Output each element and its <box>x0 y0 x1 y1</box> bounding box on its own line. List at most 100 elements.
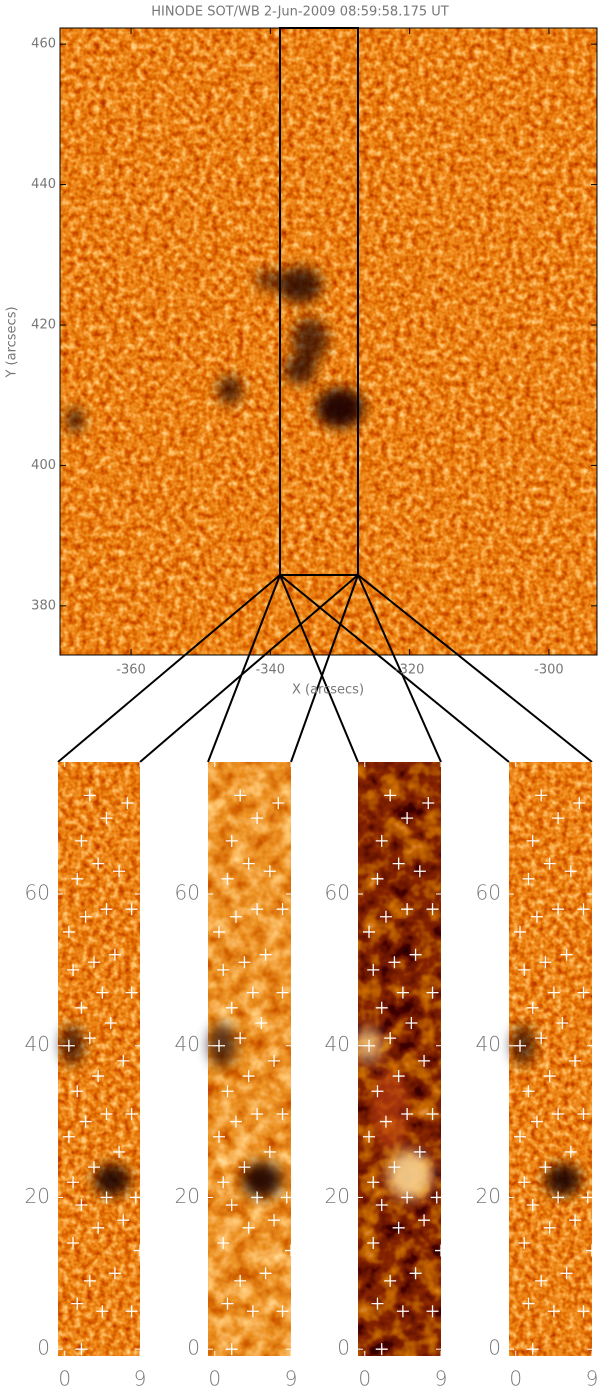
marker-cross <box>263 865 276 878</box>
marker-cross <box>539 956 552 969</box>
marker-cross <box>71 1085 84 1098</box>
marker-cross <box>375 1199 388 1212</box>
marker-cross <box>577 1305 590 1318</box>
marker-cross <box>79 1115 92 1128</box>
panel-bright-features <box>358 1027 432 1199</box>
marker-cross <box>577 1108 590 1120</box>
marker-cross <box>367 1176 380 1189</box>
y-tick-label: 20 <box>325 1184 350 1208</box>
marker-cross <box>418 1054 431 1067</box>
x-tick-label: 9 <box>435 1367 448 1390</box>
marker-cross <box>396 1305 409 1318</box>
marker-cross <box>92 1070 105 1083</box>
marker-cross <box>276 1108 289 1120</box>
marker-cross <box>426 903 439 916</box>
marker-cross <box>96 1305 109 1318</box>
marker-cross <box>108 948 121 961</box>
marker-cross <box>552 1191 565 1204</box>
marker-cross <box>225 1343 238 1356</box>
marker-cross <box>62 1130 75 1143</box>
marker-cross <box>530 1115 543 1128</box>
marker-cross <box>396 986 409 999</box>
marker-cross <box>514 925 527 938</box>
marker-cross <box>581 1191 594 1204</box>
y-tick-label: 0 <box>37 1336 50 1360</box>
marker-cross <box>392 857 405 870</box>
marker-cross <box>577 986 590 999</box>
marker-cross <box>246 986 259 999</box>
marker-cross <box>560 948 573 961</box>
marker-cross <box>539 1161 552 1174</box>
y-tick-label: 0 <box>187 1336 200 1360</box>
selection-box <box>279 27 359 576</box>
marker-cross <box>71 1297 84 1310</box>
marker-cross <box>100 812 113 825</box>
marker-cross <box>225 834 238 847</box>
marker-cross <box>552 903 565 916</box>
marker-cross <box>87 1161 100 1174</box>
marker-cross <box>100 903 113 916</box>
marker-cross <box>83 1032 96 1045</box>
panel-dark-features <box>60 1023 581 1198</box>
y-tick-label: 20 <box>476 1184 501 1208</box>
marker-cross <box>560 1267 573 1280</box>
marker-cross <box>75 1001 88 1014</box>
y-tick-label: 60 <box>25 881 50 905</box>
marker-cross <box>217 1236 230 1249</box>
marker-cross <box>100 1108 113 1120</box>
marker-cross <box>125 1108 138 1120</box>
marker-cross <box>375 834 388 847</box>
marker-cross <box>435 1244 447 1257</box>
marker-cross <box>238 956 251 969</box>
marker-cross <box>514 1039 527 1052</box>
marker-cross <box>530 910 543 923</box>
marker-cross <box>522 1297 535 1310</box>
marker-cross <box>388 1161 401 1174</box>
marker-cross <box>426 986 439 999</box>
marker-cross <box>535 1032 548 1045</box>
marker-cross <box>242 857 255 870</box>
marker-cross <box>392 1070 405 1083</box>
marker-cross <box>75 1199 88 1212</box>
marker-cross <box>92 857 105 870</box>
x-tick-label: -300 <box>534 663 564 678</box>
marker-cross <box>552 812 565 825</box>
marker-cross <box>276 903 289 916</box>
marker-cross <box>272 796 285 809</box>
marker-cross <box>379 910 392 923</box>
marker-cross <box>371 1085 384 1098</box>
y-tick-label: 40 <box>325 1032 350 1056</box>
marker-cross <box>108 1267 121 1280</box>
marker-cross <box>586 1244 598 1257</box>
marker-cross <box>129 1191 142 1204</box>
marker-cross <box>401 1191 414 1204</box>
y-tick-label: 0 <box>488 1336 501 1360</box>
marker-cross <box>526 1001 539 1014</box>
sunspot-features <box>67 267 364 432</box>
connector-lines <box>57 574 593 763</box>
x-tick-label: -360 <box>116 663 146 678</box>
marker-cross <box>543 1221 556 1234</box>
marker-cross <box>518 1176 531 1189</box>
y-tick-label: 440 <box>31 177 56 192</box>
marker-cross <box>371 872 384 885</box>
y-tick-label: 400 <box>31 458 56 473</box>
marker-cross <box>234 789 247 802</box>
marker-cross <box>83 1274 96 1287</box>
marker-cross <box>543 857 556 870</box>
marker-cross <box>113 865 126 878</box>
marker-cross <box>569 1054 582 1067</box>
marker-cross <box>238 1161 251 1174</box>
marker-cross <box>221 1085 234 1098</box>
marker-cross <box>225 1001 238 1014</box>
y-tick-label: 420 <box>31 318 56 333</box>
marker-cross <box>401 1108 414 1120</box>
marker-cross <box>83 789 96 802</box>
marker-cross <box>401 812 414 825</box>
marker-cross <box>384 1274 397 1287</box>
marker-cross <box>422 796 435 809</box>
y-tick-label: 40 <box>476 1032 501 1056</box>
marker-cross <box>268 1214 281 1227</box>
marker-cross <box>564 1145 577 1158</box>
